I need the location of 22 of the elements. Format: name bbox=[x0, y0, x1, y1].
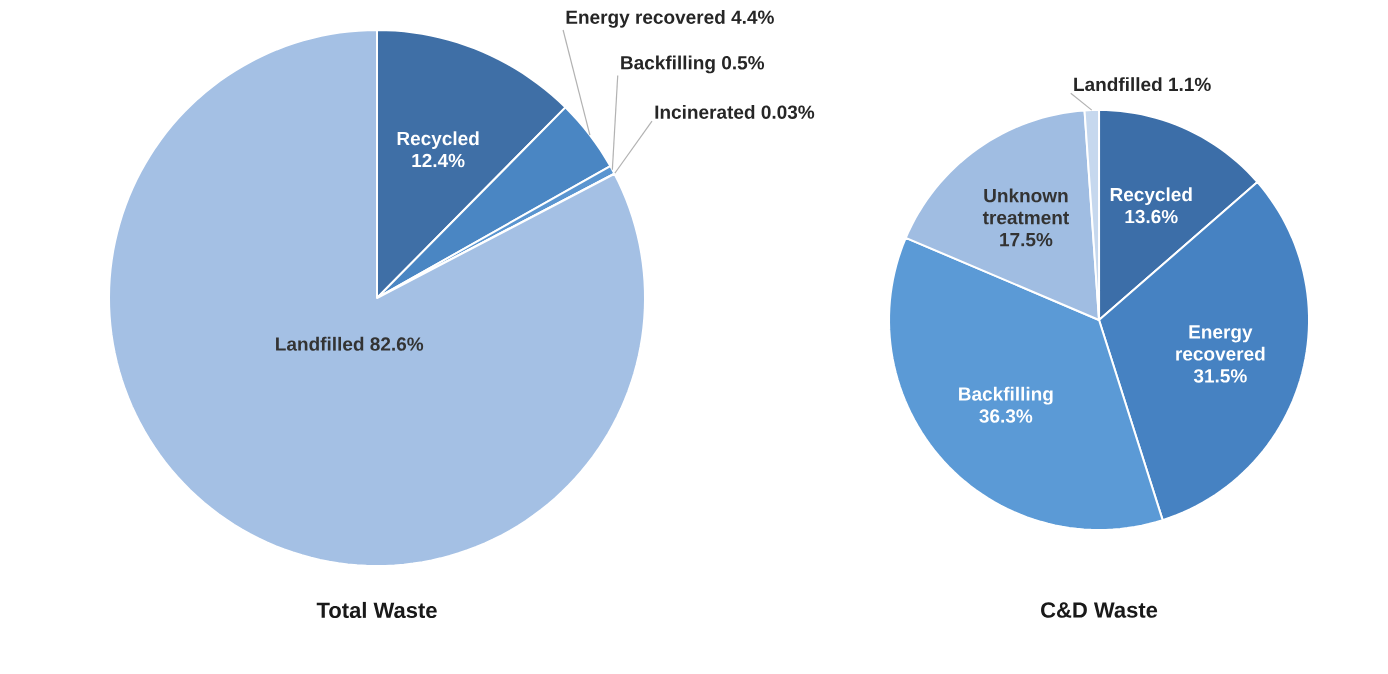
slice-label: Landfilled bbox=[1074, 77, 1162, 92]
slice-label: Backfilling bbox=[621, 55, 715, 74]
slice-label: Recycled bbox=[397, 131, 479, 149]
slice-label: Incinerated bbox=[655, 104, 755, 119]
data-label: 13.6% bbox=[1125, 209, 1178, 224]
data-label: 4.4% bbox=[731, 10, 774, 24]
slice-label: Landfilled bbox=[276, 336, 364, 351]
slice-label: Recycled bbox=[1110, 187, 1192, 206]
data-label: 0.5% bbox=[722, 56, 765, 70]
slice-label: Energy recovered bbox=[566, 9, 725, 28]
data-label: 36.3% bbox=[979, 409, 1033, 423]
data-label: 17.5% bbox=[1000, 232, 1053, 247]
slice-label: Unknown treatment bbox=[982, 188, 1069, 225]
data-label: 1.1% bbox=[1169, 77, 1211, 92]
slice-label: Backfilling bbox=[959, 386, 1053, 405]
slice-label: Energy recovered bbox=[1176, 325, 1265, 361]
data-label: 12.4% bbox=[412, 153, 465, 168]
text: C&D Waste bbox=[1041, 602, 1158, 618]
data-label: 31.5% bbox=[1193, 369, 1247, 383]
data-label: 0.03% bbox=[761, 105, 815, 119]
data-label: 82.6% bbox=[370, 337, 424, 351]
text: Total Waste bbox=[316, 601, 437, 619]
